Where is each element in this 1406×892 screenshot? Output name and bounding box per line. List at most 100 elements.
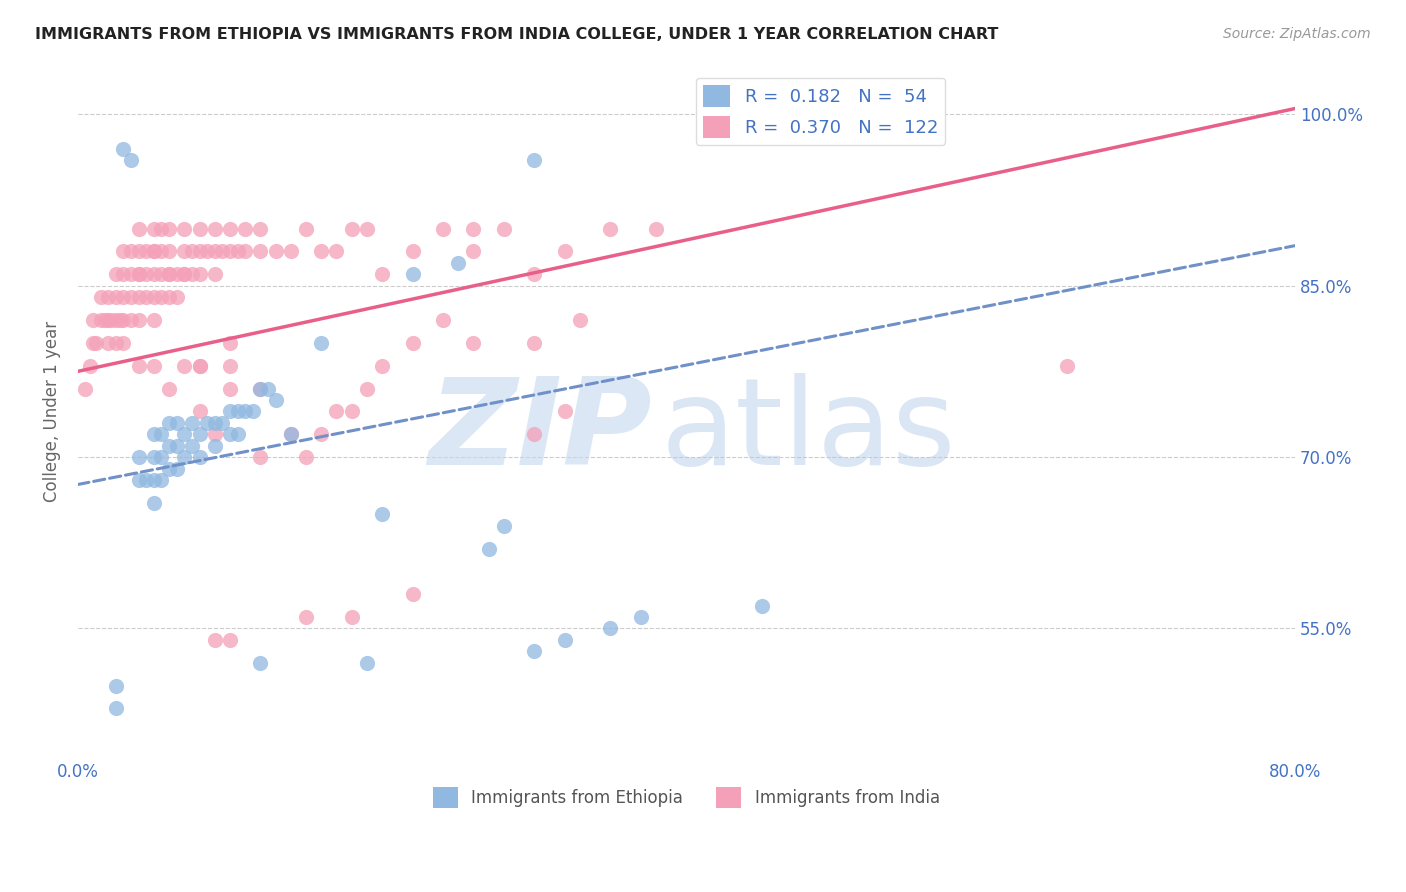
Point (120, 290, 142, 304)
Point (249, 244, 271, 259)
Point (104, 335, 127, 350)
Point (325, 244, 347, 259)
Point (463, 244, 485, 259)
Point (173, 427, 195, 442)
Point (226, 427, 249, 442)
Point (257, 382, 280, 396)
Point (100, 313, 122, 327)
Point (180, 416, 202, 430)
Point (249, 382, 271, 396)
Point (142, 496, 165, 510)
Point (157, 461, 180, 475)
Legend: Immigrants from Ethiopia, Immigrants from India: Immigrants from Ethiopia, Immigrants fro… (426, 780, 946, 814)
Point (356, 382, 378, 396)
Point (173, 450, 195, 464)
Point (401, 587, 423, 601)
Point (219, 404, 242, 418)
Point (340, 404, 363, 418)
Point (128, 290, 150, 304)
Point (97, 335, 120, 350)
Point (142, 359, 165, 373)
Point (280, 244, 302, 259)
Point (371, 267, 394, 281)
Point (432, 221, 454, 235)
Point (554, 632, 576, 647)
Point (166, 267, 188, 281)
Point (195, 244, 218, 259)
Point (112, 244, 135, 259)
Point (280, 427, 302, 442)
Point (242, 404, 264, 418)
Point (463, 221, 485, 235)
Point (104, 313, 127, 327)
Point (219, 221, 242, 235)
Point (447, 256, 470, 270)
Point (150, 221, 173, 235)
Point (112, 141, 135, 155)
Point (204, 244, 226, 259)
Point (280, 427, 302, 442)
Point (135, 244, 157, 259)
Point (120, 267, 142, 281)
Point (340, 221, 363, 235)
Text: IMMIGRANTS FROM ETHIOPIA VS IMMIGRANTS FROM INDIA COLLEGE, UNDER 1 YEAR CORRELAT: IMMIGRANTS FROM ETHIOPIA VS IMMIGRANTS F… (35, 27, 998, 42)
Point (204, 416, 226, 430)
Point (188, 267, 211, 281)
Point (371, 359, 394, 373)
Point (79, 359, 101, 373)
Point (599, 221, 621, 235)
Point (128, 473, 150, 487)
Point (120, 153, 142, 167)
Point (219, 359, 242, 373)
Point (166, 439, 188, 453)
Point (128, 244, 150, 259)
Point (264, 392, 287, 407)
Point (84, 335, 107, 350)
Point (226, 404, 249, 418)
Point (120, 313, 142, 327)
Point (204, 632, 226, 647)
Point (150, 450, 173, 464)
Point (523, 427, 546, 442)
Point (356, 656, 378, 670)
Point (309, 244, 332, 259)
Point (135, 473, 157, 487)
Point (150, 427, 173, 442)
Point (295, 450, 318, 464)
Point (233, 221, 256, 235)
Point (94, 313, 117, 327)
Point (180, 267, 202, 281)
Point (401, 244, 423, 259)
Point (142, 221, 165, 235)
Point (554, 244, 576, 259)
Point (219, 244, 242, 259)
Point (249, 656, 271, 670)
Point (128, 313, 150, 327)
Point (195, 416, 218, 430)
Point (180, 244, 202, 259)
Point (142, 267, 165, 281)
Point (128, 450, 150, 464)
Point (128, 267, 150, 281)
Point (188, 359, 211, 373)
Point (82, 313, 104, 327)
Point (112, 267, 135, 281)
Point (180, 439, 202, 453)
Point (295, 610, 318, 624)
Point (356, 221, 378, 235)
Point (309, 427, 332, 442)
Point (135, 267, 157, 281)
Point (166, 461, 188, 475)
Point (432, 313, 454, 327)
Text: ZIP: ZIP (429, 374, 652, 491)
Point (75, 382, 97, 396)
Text: atlas: atlas (661, 374, 956, 491)
Point (188, 427, 211, 442)
Point (492, 221, 515, 235)
Point (523, 267, 546, 281)
Point (188, 244, 211, 259)
Point (523, 153, 546, 167)
Point (219, 632, 242, 647)
Point (142, 450, 165, 464)
Point (371, 507, 394, 521)
